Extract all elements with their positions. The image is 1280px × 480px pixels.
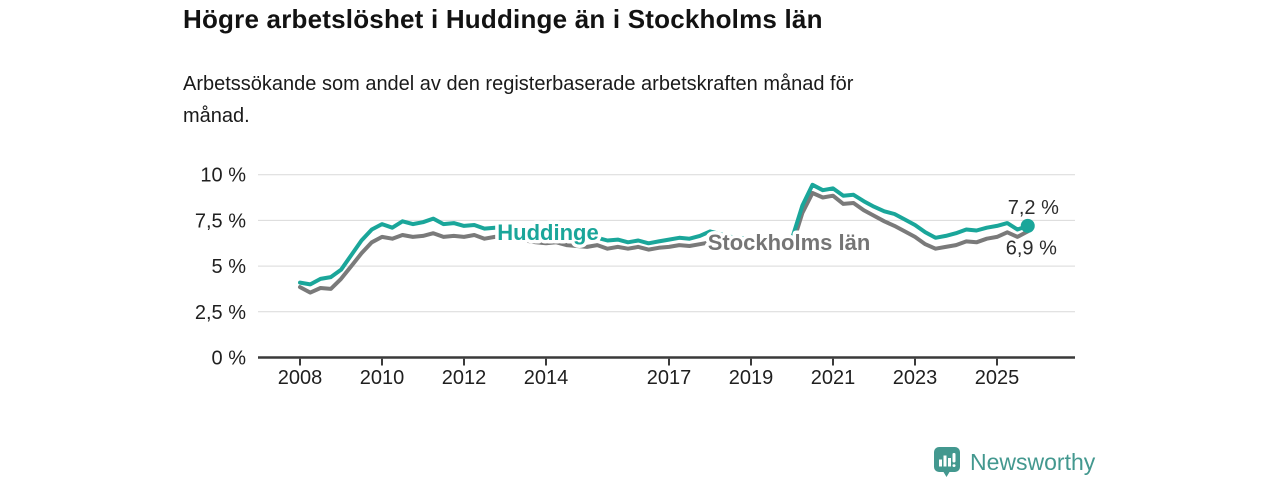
chart-subtitle: Arbetssökande som andel av den registerb… <box>183 68 853 132</box>
newsworthy-logo: Newsworthy <box>933 446 1095 478</box>
chart-title: Högre arbetslöshet i Huddinge än i Stock… <box>183 4 823 34</box>
x-tick-label: 2021 <box>811 367 856 389</box>
y-tick-label: 10 % <box>200 165 246 187</box>
series-line-huddinge <box>298 182 1030 287</box>
chart-annotations: Huddinge Stockholms län 7,2 % 6,9 % <box>494 197 1059 259</box>
newsworthy-wordmark: Newsworthy <box>970 448 1096 475</box>
y-tick-label: 5 % <box>212 256 247 278</box>
series-label-stockholms-län: Stockholms län <box>708 230 871 255</box>
series-line-stockholms-län <box>298 191 1030 295</box>
newsworthy-bubble-chart-icon <box>934 447 960 477</box>
gridlines <box>258 174 1075 313</box>
y-tick-label: 0 % <box>212 348 247 370</box>
y-tick-label: 2,5 % <box>195 302 246 324</box>
series-lines <box>298 182 1030 295</box>
end-value-label: 7,2 % <box>1008 197 1059 219</box>
x-axis: 2008 2010 2012 2014 2017 2019 2021 2023 2025 <box>258 356 1075 389</box>
series-end-dot <box>1020 218 1035 233</box>
y-axis-labels: 0 % 2,5 % 5 % 7,5 % 10 % <box>195 165 246 370</box>
x-tick-label: 2012 <box>442 367 487 389</box>
chart-subtitle-line-2: månad. <box>183 105 250 127</box>
speech-bubble-shape <box>934 447 960 477</box>
mini-bar-chart-glyph <box>939 453 956 467</box>
y-tick-label: 7,5 % <box>195 210 246 232</box>
x-tick-label: 2008 <box>278 367 323 389</box>
x-tick-label: 2014 <box>524 367 569 389</box>
x-tick-label: 2025 <box>975 367 1020 389</box>
end-value-label: 6,9 % <box>1006 237 1057 259</box>
x-tick-label: 2019 <box>729 367 774 389</box>
x-tick-label: 2017 <box>647 367 692 389</box>
chart-subtitle-line-1: Arbetssökande som andel av den registerb… <box>183 73 854 95</box>
series-label-huddinge: Huddinge <box>497 220 598 245</box>
x-tick-label: 2010 <box>360 367 405 389</box>
x-tick-label: 2023 <box>893 367 938 389</box>
